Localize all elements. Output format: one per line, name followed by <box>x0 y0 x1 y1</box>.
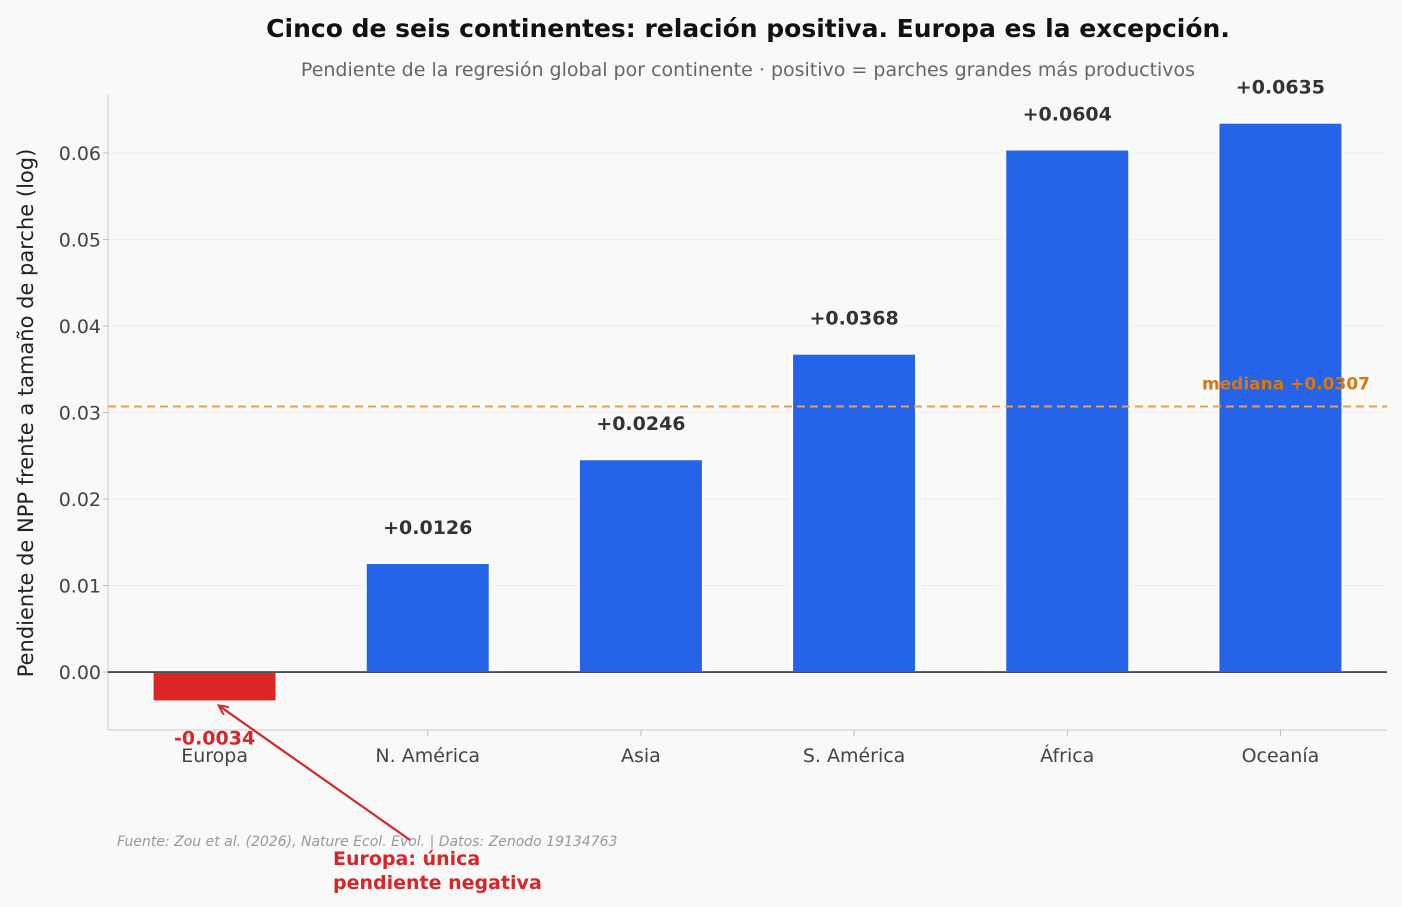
bar <box>151 671 278 703</box>
x-tick-label: N. América <box>375 745 480 767</box>
y-tick-label: 0.03 <box>59 403 101 425</box>
bar <box>577 458 704 674</box>
x-tick-label: Oceanía <box>1242 745 1320 767</box>
bar <box>364 562 491 674</box>
y-tick-label: 0.02 <box>59 489 101 511</box>
x-tick-label: África <box>1040 744 1094 767</box>
y-tick-label: 0.05 <box>59 229 101 251</box>
chart-subtitle: Pendiente de la regresión global por con… <box>301 59 1195 81</box>
y-ticks: 0.00 0.01 0.02 0.03 0.04 0.05 0.06 <box>59 143 108 684</box>
x-ticks: Europa N. América Asia S. América África Ocea… <box>181 730 1319 767</box>
annotation-line1: Europa: única <box>333 848 480 870</box>
annotation-arrow <box>219 705 411 841</box>
value-label: +0.0246 <box>596 413 685 435</box>
y-axis-label: Pendiente de NPP frente a tamaño de parc… <box>14 149 38 678</box>
value-labels: -0.0034 +0.0126 +0.0246 +0.0368 +0.0604 +0.06… <box>174 77 1325 750</box>
bar <box>791 352 918 674</box>
value-label: +0.0368 <box>809 308 898 330</box>
x-tick-label: S. América <box>803 745 906 767</box>
value-label: -0.0034 <box>174 727 255 749</box>
bar <box>1217 121 1344 674</box>
y-tick-label: 0.01 <box>59 576 101 598</box>
y-tick-label: 0.06 <box>59 143 101 165</box>
source-note: Fuente: Zou et al. (2026), Nature Ecol. … <box>117 834 617 850</box>
y-tick-label: 0.00 <box>59 662 101 684</box>
value-label: +0.0604 <box>1023 104 1112 126</box>
annotation-line2: pendiente negativa <box>333 872 542 894</box>
x-tick-label: Asia <box>621 745 661 767</box>
bar <box>1004 148 1131 674</box>
grid-lines <box>108 152 1387 673</box>
chart-title: Cinco de seis continentes: relación posi… <box>266 14 1230 43</box>
x-tick-label: Europa <box>181 745 248 767</box>
median-label: mediana +0.0307 <box>1202 374 1370 394</box>
value-label: +0.0126 <box>383 517 472 539</box>
value-label: +0.0635 <box>1236 77 1325 99</box>
y-tick-label: 0.04 <box>59 316 101 338</box>
